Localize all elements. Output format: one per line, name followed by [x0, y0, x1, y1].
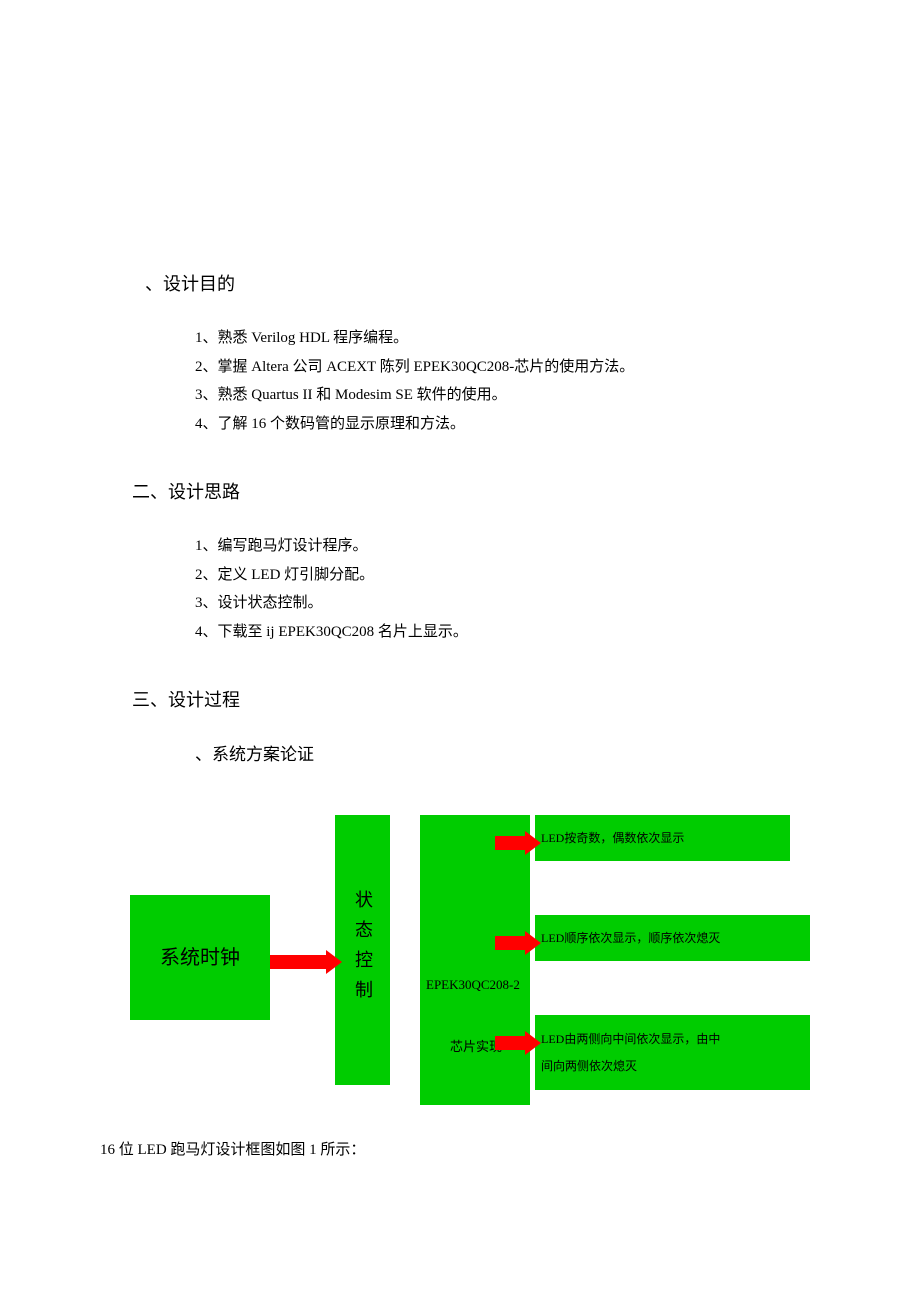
- clock-box: 系统时钟: [130, 895, 270, 1020]
- arrow-icon: [495, 1031, 539, 1055]
- output-box-2: LED由两侧向中间依次显示，由中间向两侧依次熄灭: [535, 1015, 810, 1090]
- block-diagram: 系统时钟 状态控制 EPEK30QC208-2芯片实现LED按奇数，偶数依次显示 LE…: [100, 795, 880, 1130]
- chip-label-1: EPEK30QC208-2: [426, 975, 520, 995]
- arrow-icon: [495, 831, 539, 855]
- arrow-icon: [495, 931, 539, 955]
- state-box: 状态控制: [335, 815, 390, 1085]
- output-box-0: LED按奇数，偶数依次显示: [535, 815, 790, 861]
- section2-heading: 二、设计思路: [132, 478, 820, 504]
- diagram-caption: 16 位 LED 跑马灯设计框图如图 1 所示：: [100, 1138, 820, 1159]
- section3-heading: 三、设计过程: [132, 686, 820, 712]
- section1-heading: 、设计目的: [145, 270, 820, 296]
- state-label: 状态控制: [349, 890, 376, 1010]
- chip-box: EPEK30QC208-2芯片实现: [420, 815, 530, 1105]
- section1-item: 4、了解 16 个数码管的显示原理和方法。: [195, 410, 820, 439]
- arrow-icon: [270, 950, 340, 974]
- section2-item: 1、编写跑马灯设计程序。: [195, 532, 820, 561]
- section2-item: 4、下载至 ij EPEK30QC208 名片上显示。: [195, 618, 820, 647]
- section2-item: 3、设计状态控制。: [195, 589, 820, 618]
- section2-list: 1、编写跑马灯设计程序。 2、定义 LED 灯引脚分配。 3、设计状态控制。 4…: [195, 532, 820, 646]
- section3-subheading: 、系统方案论证: [195, 740, 820, 765]
- section2-item: 2、定义 LED 灯引脚分配。: [195, 561, 820, 590]
- section1-item: 2、掌握 Altera 公司 ACEXT 陈列 EPEK30QC208-芯片的使…: [195, 353, 820, 382]
- section1-item: 1、熟悉 Verilog HDL 程序编程。: [195, 324, 820, 353]
- section1-list: 1、熟悉 Verilog HDL 程序编程。 2、掌握 Altera 公司 AC…: [195, 324, 820, 438]
- section1-item: 3、熟悉 Quartus II 和 Modesim SE 软件的使用。: [195, 381, 820, 410]
- output-box-1: LED顺序依次显示，顺序依次熄灭: [535, 915, 810, 961]
